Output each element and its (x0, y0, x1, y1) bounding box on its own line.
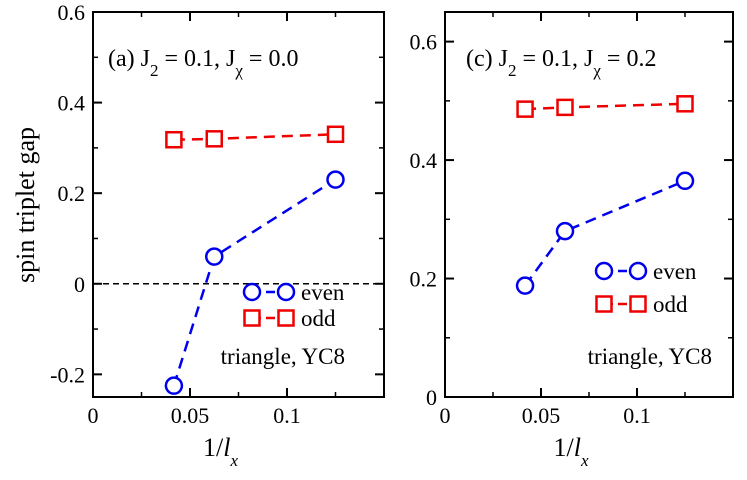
data-point-odd (516, 100, 534, 118)
legend-marker-even (242, 282, 262, 302)
data-point-even (675, 171, 695, 191)
chart-panel-c: 0 0.05 0.1 0 0.2 0.4 0.6 (c) J2 = 0.1, Jχ = 0.2… (410, 11, 734, 470)
x-tick-label: 0.1 (623, 403, 651, 428)
series-line-odd (173, 133, 336, 141)
x-tick-label: 0.05 (171, 403, 210, 428)
legend-marker-even (276, 282, 296, 302)
legend-marker-even (594, 261, 614, 281)
data-point-even (326, 170, 345, 189)
data-point-odd (556, 98, 574, 117)
panel-title: (a) J2 = 0.1, Jχ = 0.0 (108, 46, 298, 80)
x-tick-label: 0.05 (522, 403, 561, 428)
data-point-odd (676, 95, 694, 113)
legend-marker-odd (243, 309, 261, 327)
y-tick-label: 0.2 (58, 181, 86, 206)
legend-marker-odd (629, 295, 647, 313)
series-line-odd (525, 102, 686, 111)
x-tick-label: 0 (440, 403, 451, 428)
data-point-even (205, 247, 224, 266)
y-tick-label: 0 (426, 385, 437, 410)
data-point-even (555, 221, 575, 241)
y-tick-label: 0.4 (58, 91, 86, 116)
x-tick-label: 0 (88, 403, 99, 428)
legend-label-even: even (653, 259, 697, 284)
data-point-odd (165, 130, 183, 149)
legend-label-odd: odd (301, 306, 336, 331)
y-tick-label: 0.4 (410, 148, 438, 173)
y-axis-title: spin triplet gap (11, 127, 40, 283)
legend-label-odd: odd (653, 292, 688, 317)
y-tick-label: 0.2 (410, 267, 438, 292)
y-tick-label: -0.2 (50, 362, 85, 387)
chart-panel-a: 0 0.05 0.1-0.200.20.40.6(a) J2 = 0.1, Jχ =… (50, 0, 385, 470)
series-line-even (524, 179, 686, 287)
legend-label-even: even (301, 280, 345, 305)
lattice-annotation: triangle, YC8 (588, 344, 712, 369)
legend-marker-even (628, 261, 648, 281)
x-axis-title: 1/lx (553, 433, 588, 470)
y-tick-label: 0 (74, 272, 85, 297)
panel-title: (c) J2 = 0.1, Jχ = 0.2 (466, 46, 656, 80)
data-point-odd (205, 130, 223, 148)
x-tick-label: 0.1 (273, 403, 301, 428)
y-tick-label: 0.6 (410, 30, 438, 55)
y-tick-label: 0.6 (58, 0, 86, 25)
legend-marker-odd (277, 309, 295, 327)
legend-marker-odd (595, 295, 613, 313)
data-point-even (164, 376, 184, 395)
data-point-odd (326, 125, 345, 144)
data-point-even (515, 276, 535, 295)
lattice-annotation: triangle, YC8 (221, 344, 345, 369)
x-axis-title: 1/lx (203, 433, 238, 470)
